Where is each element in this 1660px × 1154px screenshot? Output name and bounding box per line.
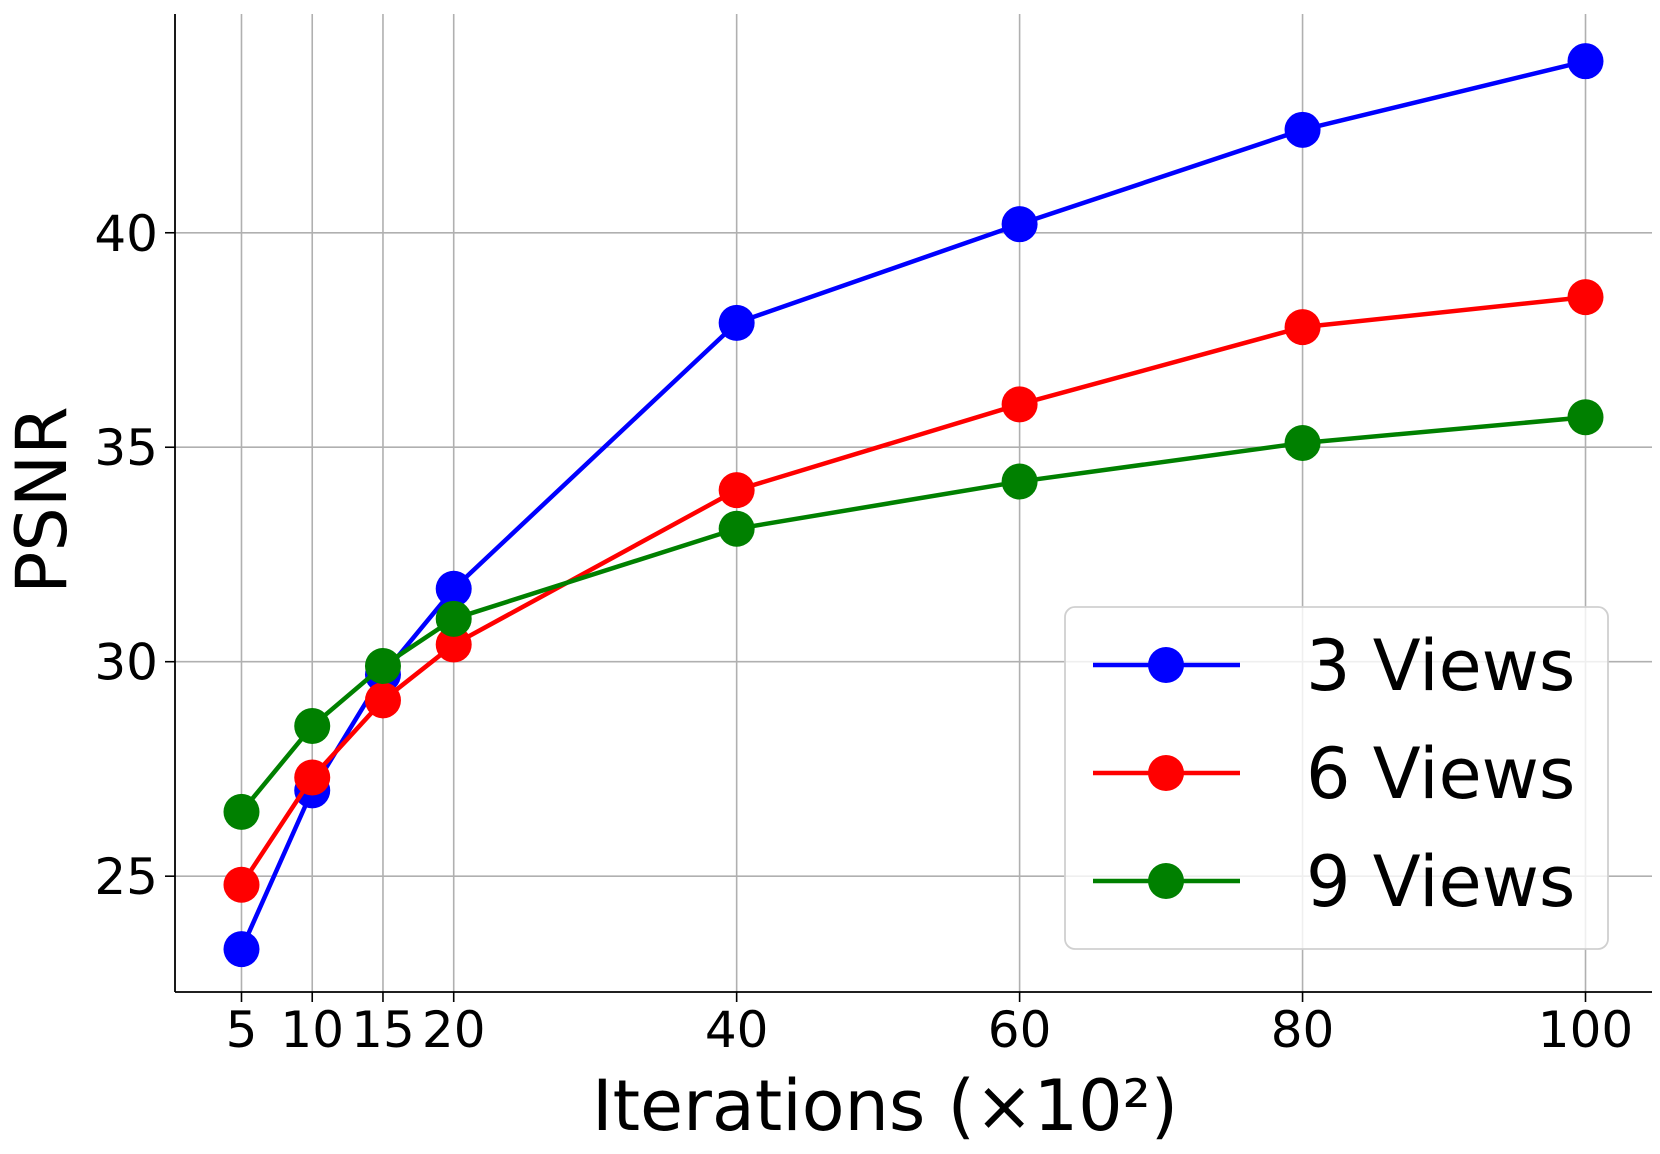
- legend-label-6-views: 6 Views: [1306, 733, 1575, 815]
- data-point-9-views: [223, 793, 260, 830]
- data-point-9-views: [1567, 399, 1604, 436]
- y-tick-label: 25: [94, 848, 158, 906]
- legend-marker-9-views: [1148, 863, 1184, 899]
- data-point-6-views: [364, 682, 401, 719]
- data-point-9-views: [364, 648, 401, 684]
- data-point-3-views: [1001, 206, 1038, 243]
- x-axis-label: Iterations (×10²): [592, 1065, 1178, 1147]
- data-point-6-views: [718, 472, 755, 509]
- y-tick-label: 35: [94, 419, 158, 477]
- x-tick-label: 10: [280, 1001, 344, 1059]
- x-tick-label: 5: [226, 1001, 258, 1059]
- data-point-9-views: [1001, 463, 1038, 500]
- data-point-6-views: [1284, 309, 1321, 346]
- axes: [174, 14, 1652, 993]
- data-point-6-views: [1567, 279, 1604, 316]
- legend-marker-3-views: [1148, 647, 1184, 683]
- data-point-9-views: [718, 510, 755, 547]
- x-tick-label: 100: [1538, 1001, 1633, 1059]
- data-point-9-views: [435, 600, 472, 637]
- x-tick-label: 60: [988, 1001, 1052, 1059]
- tick-labels: 5 10 15 20 40 60 80 100 25 30 35 40: [94, 205, 1633, 1059]
- x-tick-label: 15: [351, 1001, 415, 1059]
- data-point-9-views: [294, 708, 331, 745]
- y-axis-label: PSNR: [1, 406, 83, 594]
- data-point-3-views: [1284, 111, 1321, 148]
- data-point-6-views: [1001, 386, 1038, 423]
- data-point-6-views: [294, 759, 331, 796]
- y-tick-label: 30: [94, 634, 158, 692]
- x-tick-label: 80: [1271, 1001, 1335, 1059]
- data-point-3-views: [435, 570, 472, 607]
- legend-marker-6-views: [1148, 755, 1184, 791]
- data-point-6-views: [435, 626, 472, 663]
- x-tick-label: 20: [422, 1001, 486, 1059]
- data-point-3-views: [718, 304, 755, 341]
- series-group: [223, 43, 1604, 968]
- data-point-6-views: [223, 866, 260, 903]
- data-point-3-views: [1567, 43, 1604, 80]
- legend-label-9-views: 9 Views: [1306, 841, 1575, 923]
- data-point-3-views: [223, 931, 260, 968]
- legend-box: [1064, 606, 1609, 950]
- legend-label-3-views: 3 Views: [1306, 625, 1575, 707]
- data-point-9-views: [1284, 424, 1321, 461]
- legend: 3 Views 6 Views 9 Views: [1064, 606, 1609, 950]
- x-tick-label: 40: [705, 1001, 769, 1059]
- y-tick-label: 40: [94, 205, 158, 263]
